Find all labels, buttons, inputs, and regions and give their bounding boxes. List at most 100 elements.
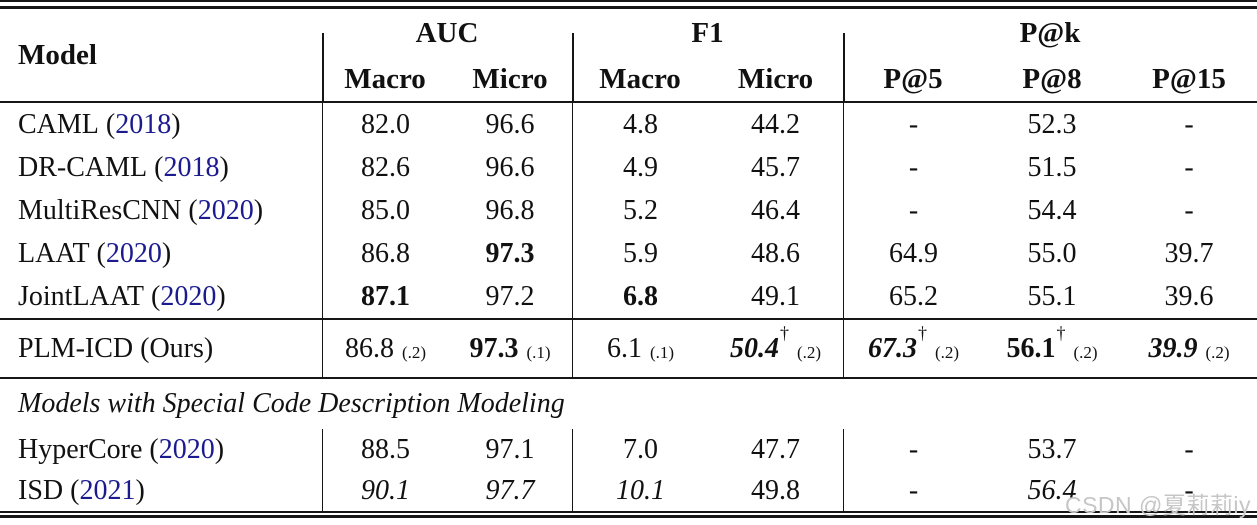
metric-value: 5.2 bbox=[623, 194, 658, 226]
metric-cell: 85.0 bbox=[322, 189, 448, 232]
metric-cell: 6.1 (.1) bbox=[572, 320, 708, 377]
metric-value: 49.8 bbox=[751, 474, 800, 506]
metric-value: 5.9 bbox=[623, 237, 658, 269]
metric-value: - bbox=[1184, 108, 1194, 140]
metric-value: - bbox=[908, 108, 919, 140]
citation-year-link[interactable]: 2018 bbox=[115, 108, 172, 140]
subheader-p15: P@15 bbox=[1152, 62, 1226, 95]
metric-value: 4.9 bbox=[623, 151, 658, 183]
metric-cell: 86.8 (.2) bbox=[322, 320, 448, 377]
group-header-pk: P@k bbox=[1019, 16, 1081, 49]
mid-rule bbox=[0, 318, 1257, 320]
header-divider bbox=[843, 33, 845, 101]
header-divider bbox=[322, 33, 324, 101]
model-name: PLM-ICD (Ours) bbox=[18, 332, 214, 364]
metric-cell: 50.4 † (.2) bbox=[708, 320, 843, 377]
metric-cell: - bbox=[843, 146, 983, 189]
metric-cell: 82.0 bbox=[322, 103, 448, 146]
metric-cell: 6.8 bbox=[572, 275, 708, 318]
metric-value: 97.7 bbox=[485, 474, 535, 506]
metric-cell: 5.9 bbox=[572, 232, 708, 275]
model-name: ISD bbox=[18, 474, 64, 506]
metric-cell: - bbox=[1121, 189, 1257, 232]
metric-cell: 97.3 bbox=[448, 232, 572, 275]
metric-value: 65.2 bbox=[889, 280, 938, 312]
table-row: CAML (2018) 82.0 96.6 4.8 44.2 - 52.3 - bbox=[0, 103, 1257, 146]
metric-value: - bbox=[1184, 151, 1194, 183]
model-name-cell: CAML (2018) bbox=[18, 108, 181, 140]
citation-year-link[interactable]: 2020 bbox=[105, 237, 162, 269]
header-divider bbox=[572, 33, 574, 101]
citation-year-link[interactable]: 2021 bbox=[79, 474, 136, 506]
metric-cell: - bbox=[843, 470, 983, 511]
model-name-cell: LAAT (2020) bbox=[18, 237, 172, 269]
metric-cell: 10.1 bbox=[572, 470, 708, 511]
special-models-block: HyperCore (2020) 88.5 97.1 7.0 47.7-53.7- ISD… bbox=[0, 429, 1257, 511]
metric-value: 39.7 bbox=[1164, 237, 1214, 269]
metric-cell: 82.6 bbox=[322, 146, 448, 189]
bottom-rule-thick bbox=[0, 515, 1257, 518]
metric-cell: 55.1 bbox=[983, 275, 1121, 318]
std-dev: (.2) bbox=[401, 342, 427, 362]
subheader-auc-macro: Macro bbox=[344, 62, 426, 95]
metric-cell: 53.7 bbox=[983, 429, 1121, 470]
metric-value: 6.1 bbox=[606, 332, 642, 364]
metric-value: 51.5 bbox=[1027, 151, 1077, 183]
metric-value: 53.7 bbox=[1027, 433, 1077, 465]
header-rule bbox=[0, 101, 1257, 103]
metric-cell: - bbox=[843, 103, 983, 146]
metric-value: 97.2 bbox=[485, 280, 535, 312]
metric-value: 96.6 bbox=[485, 151, 535, 183]
metric-cell: 56.1 † (.2) bbox=[983, 320, 1121, 377]
model-name: CAML bbox=[18, 108, 99, 140]
metric-value: 87.1 bbox=[361, 280, 410, 312]
metric-cell: - bbox=[843, 189, 983, 232]
metric-cell: 96.6 bbox=[448, 103, 572, 146]
metric-value: 6.8 bbox=[623, 280, 658, 312]
metric-cell: 56.4 bbox=[983, 470, 1121, 511]
subheader-f1-macro: Macro bbox=[599, 62, 681, 95]
citation-year-link[interactable]: 2020 bbox=[197, 194, 254, 226]
section-title: Models with Special Code Description Mod… bbox=[18, 388, 565, 419]
metric-cell: 97.7 bbox=[448, 470, 572, 511]
bottom-rule-thin bbox=[0, 511, 1257, 513]
metric-cell: 4.8 bbox=[572, 103, 708, 146]
table-row: JointLAAT (2020) 87.1 97.2 6.8 49.1 65.2 55.1 3… bbox=[0, 275, 1257, 318]
citation-year-link[interactable]: 2020 bbox=[158, 433, 215, 465]
citation-year-link[interactable]: 2018 bbox=[163, 151, 220, 183]
metric-value: - bbox=[1184, 433, 1194, 465]
metric-cell: 45.7 bbox=[708, 146, 843, 189]
table-header: Model AUC F1 P@k Macro Micro Macro Micro… bbox=[0, 9, 1257, 101]
dagger-marker: † bbox=[779, 323, 789, 343]
std-dev: (.2) bbox=[934, 342, 960, 362]
metric-value: 54.4 bbox=[1027, 194, 1077, 226]
std-dev: (.1) bbox=[526, 342, 551, 362]
metric-cell: 44.2 bbox=[708, 103, 843, 146]
citation-year-link[interactable]: 2020 bbox=[160, 280, 217, 312]
metric-cell: 54.4 bbox=[983, 189, 1121, 232]
group-header-auc: AUC bbox=[415, 16, 479, 49]
subheader-p5: P@5 bbox=[883, 62, 943, 95]
metric-cell: 48.6 bbox=[708, 232, 843, 275]
metric-value: 55.0 bbox=[1027, 237, 1077, 269]
metric-cell: - bbox=[1121, 470, 1257, 511]
metric-cell: - bbox=[1121, 103, 1257, 146]
metric-cell: 96.8 bbox=[448, 189, 572, 232]
metric-value: 85.0 bbox=[361, 194, 410, 226]
metric-cell: 47.7 bbox=[708, 429, 843, 470]
metric-value: 86.8 bbox=[361, 237, 410, 269]
model-name-cell: JointLAAT (2020) bbox=[18, 280, 226, 312]
dagger-marker: † bbox=[917, 323, 927, 343]
model-name-cell: ISD (2021) bbox=[18, 474, 145, 506]
metric-value: 96.6 bbox=[485, 108, 535, 140]
metric-value: 48.6 bbox=[751, 237, 800, 269]
metric-cell: 55.0 bbox=[983, 232, 1121, 275]
metric-value: - bbox=[1184, 194, 1194, 226]
metric-value: 82.6 bbox=[361, 151, 410, 183]
model-name-cell: HyperCore (2020) bbox=[18, 433, 225, 465]
table-row: MultiResCNN (2020) 85.0 96.8 5.2 46.4 - 54.4 - bbox=[0, 189, 1257, 232]
metric-value: 56.4 bbox=[1027, 474, 1077, 506]
metric-value: 97.1 bbox=[485, 433, 535, 465]
metric-value: 97.3 bbox=[469, 332, 519, 364]
